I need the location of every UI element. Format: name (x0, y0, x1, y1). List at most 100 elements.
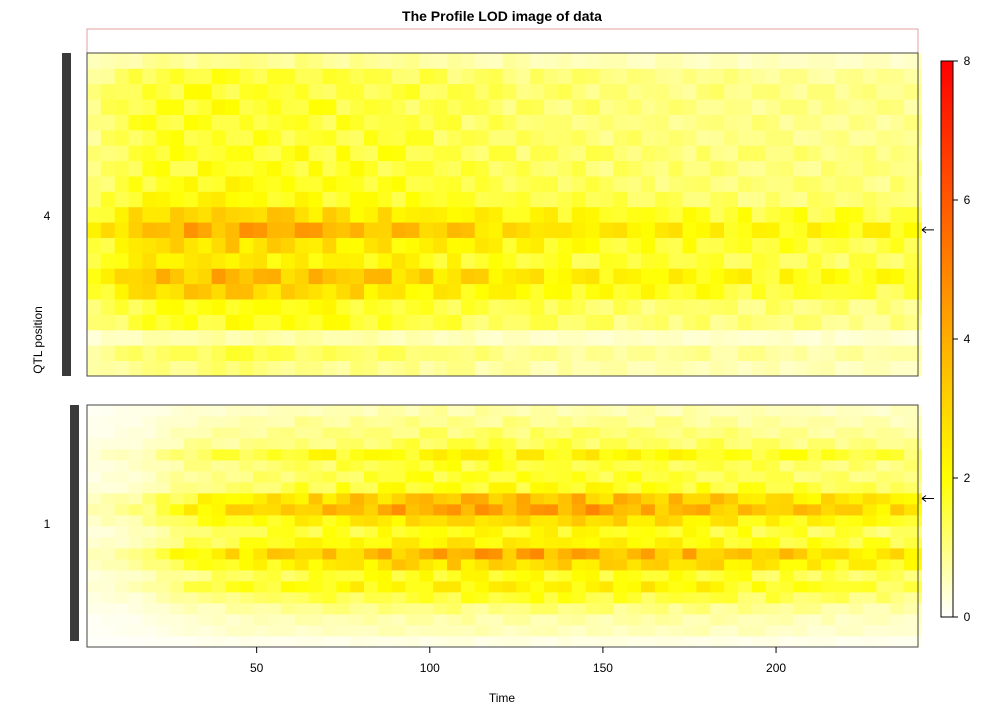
heat-cell (502, 345, 517, 362)
heat-cell (350, 416, 365, 428)
heat-cell (724, 449, 739, 461)
heat-cell (405, 592, 420, 604)
heat-cell (447, 515, 462, 527)
heat-cell (834, 191, 850, 208)
heat-cell (142, 345, 157, 362)
heat-cell (197, 268, 213, 285)
heat-cell (516, 603, 531, 615)
heat-cell (447, 493, 462, 505)
heat-cell (294, 68, 309, 85)
heat-cell (918, 493, 922, 505)
heat-cell (710, 504, 725, 516)
heat-cell (821, 145, 836, 162)
heat-cell (336, 345, 351, 362)
heat-cell (142, 252, 157, 269)
heat-cell (253, 114, 268, 131)
heat-cell (779, 53, 794, 69)
heat-cell (377, 329, 393, 346)
heat-cell (904, 592, 919, 604)
heat-cell (765, 581, 780, 593)
heat-cell (751, 614, 767, 626)
heat-cell (544, 449, 559, 461)
heat-cell (530, 405, 545, 417)
heat-cell (654, 482, 670, 494)
heat-cell (821, 636, 836, 648)
heat-cell (488, 299, 503, 315)
heat-cell (585, 625, 600, 637)
heat-cell (433, 268, 448, 285)
heat-cell (211, 252, 226, 269)
heat-cell (668, 570, 683, 582)
heat-cell (267, 237, 282, 254)
heat-cell (488, 160, 503, 177)
heat-cell (183, 222, 199, 238)
heat-cell (571, 299, 586, 315)
heat-cell (751, 360, 767, 377)
heat-cell (668, 360, 683, 377)
heat-cell (488, 471, 503, 483)
heat-cell (779, 636, 794, 648)
heat-cell (197, 252, 213, 269)
heat-cell (391, 537, 406, 549)
heat-cell (183, 592, 199, 604)
heat-cell (779, 299, 794, 315)
heat-cell (225, 482, 240, 494)
heat-cell (474, 504, 490, 516)
heat-cell (294, 636, 309, 648)
heat-cell (682, 427, 697, 439)
heat-cell (364, 548, 379, 560)
heat-cell (724, 526, 739, 538)
heat-cell (710, 471, 725, 483)
heat-cell (918, 360, 922, 377)
heat-cell (211, 636, 226, 648)
heat-cell (779, 493, 794, 505)
heat-cell (613, 559, 628, 571)
heat-cell (848, 405, 863, 417)
heat-cell (890, 405, 905, 417)
heat-cell (156, 625, 171, 637)
heat-cell (904, 99, 919, 115)
heat-cell (793, 405, 808, 417)
heat-cell (613, 299, 628, 315)
heat-cell (516, 129, 531, 146)
heat-cell (211, 504, 226, 516)
heat-cell (724, 206, 739, 223)
heat-cell (751, 581, 767, 593)
heat-cell (294, 427, 309, 439)
heat-cell (571, 614, 586, 626)
heat-cell (502, 570, 517, 582)
heat-cell (474, 482, 490, 494)
heat-cell (211, 581, 226, 593)
heat-cell (294, 625, 309, 637)
heat-cell (668, 592, 683, 604)
heat-cell (737, 206, 753, 223)
heat-cell (710, 482, 725, 494)
heat-cell (571, 460, 586, 472)
heat-cell (211, 145, 226, 162)
heat-cell (904, 237, 919, 254)
heat-cell (502, 314, 517, 331)
heat-cell (654, 559, 670, 571)
heat-cell (516, 53, 531, 69)
heat-cell (308, 329, 323, 346)
heat-cell (613, 237, 628, 254)
heat-cell (433, 449, 448, 461)
heat-cell (710, 160, 725, 177)
heat-cell (336, 427, 351, 439)
heat-cell (613, 252, 628, 269)
heat-cell (460, 636, 476, 648)
heat-cell (696, 99, 711, 115)
heat-cell (904, 416, 919, 428)
heat-cell (516, 625, 531, 637)
heat-cell (862, 449, 877, 461)
heat-cell (391, 592, 406, 604)
heat-cell (544, 237, 559, 254)
heat-cell (668, 83, 683, 100)
heat-cell (918, 559, 922, 571)
heat-cell (350, 299, 365, 315)
heat-cell (211, 416, 226, 428)
heat-cell (377, 268, 393, 285)
heat-cell (460, 548, 476, 560)
heat-cell (350, 283, 365, 300)
heat-cell (668, 299, 683, 315)
